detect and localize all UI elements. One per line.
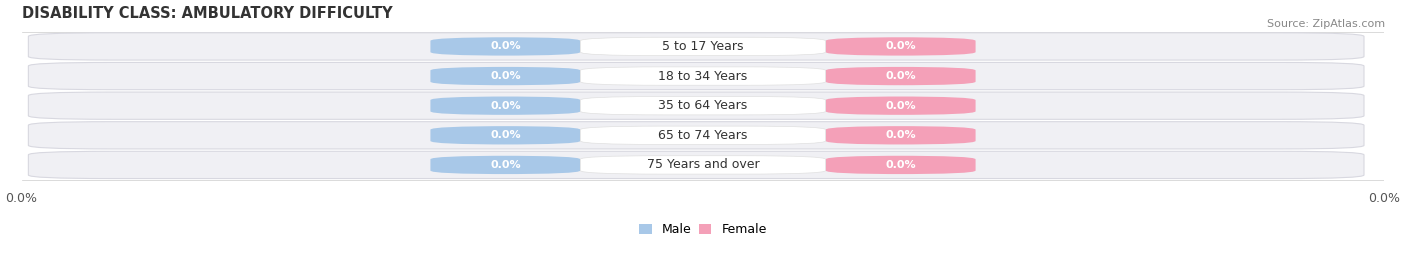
Text: 0.0%: 0.0% xyxy=(491,130,520,140)
FancyBboxPatch shape xyxy=(825,97,976,115)
Text: 0.0%: 0.0% xyxy=(886,130,915,140)
FancyBboxPatch shape xyxy=(825,126,976,144)
Text: 0.0%: 0.0% xyxy=(491,160,520,170)
FancyBboxPatch shape xyxy=(581,67,825,85)
FancyBboxPatch shape xyxy=(581,126,825,144)
Text: 0.0%: 0.0% xyxy=(886,71,915,81)
Text: 18 to 34 Years: 18 to 34 Years xyxy=(658,70,748,83)
FancyBboxPatch shape xyxy=(430,97,581,115)
Text: 0.0%: 0.0% xyxy=(491,71,520,81)
Text: 0.0%: 0.0% xyxy=(886,101,915,111)
Text: 65 to 74 Years: 65 to 74 Years xyxy=(658,129,748,142)
Text: 0.0%: 0.0% xyxy=(491,41,520,51)
FancyBboxPatch shape xyxy=(28,33,1364,60)
FancyBboxPatch shape xyxy=(430,156,581,174)
FancyBboxPatch shape xyxy=(581,97,825,115)
FancyBboxPatch shape xyxy=(430,67,581,85)
FancyBboxPatch shape xyxy=(581,37,825,56)
FancyBboxPatch shape xyxy=(581,156,825,174)
Text: 35 to 64 Years: 35 to 64 Years xyxy=(658,99,748,112)
Text: 5 to 17 Years: 5 to 17 Years xyxy=(662,40,744,53)
FancyBboxPatch shape xyxy=(28,92,1364,119)
Text: DISABILITY CLASS: AMBULATORY DIFFICULTY: DISABILITY CLASS: AMBULATORY DIFFICULTY xyxy=(21,6,392,20)
FancyBboxPatch shape xyxy=(825,67,976,85)
Text: Source: ZipAtlas.com: Source: ZipAtlas.com xyxy=(1267,19,1385,29)
FancyBboxPatch shape xyxy=(430,37,581,56)
Legend: Male, Female: Male, Female xyxy=(634,218,772,241)
Text: 0.0%: 0.0% xyxy=(886,41,915,51)
FancyBboxPatch shape xyxy=(28,122,1364,149)
Text: 0.0%: 0.0% xyxy=(886,160,915,170)
FancyBboxPatch shape xyxy=(825,156,976,174)
FancyBboxPatch shape xyxy=(825,37,976,56)
FancyBboxPatch shape xyxy=(28,151,1364,179)
FancyBboxPatch shape xyxy=(430,126,581,144)
Text: 0.0%: 0.0% xyxy=(491,101,520,111)
FancyBboxPatch shape xyxy=(28,62,1364,90)
Text: 75 Years and over: 75 Years and over xyxy=(647,158,759,171)
